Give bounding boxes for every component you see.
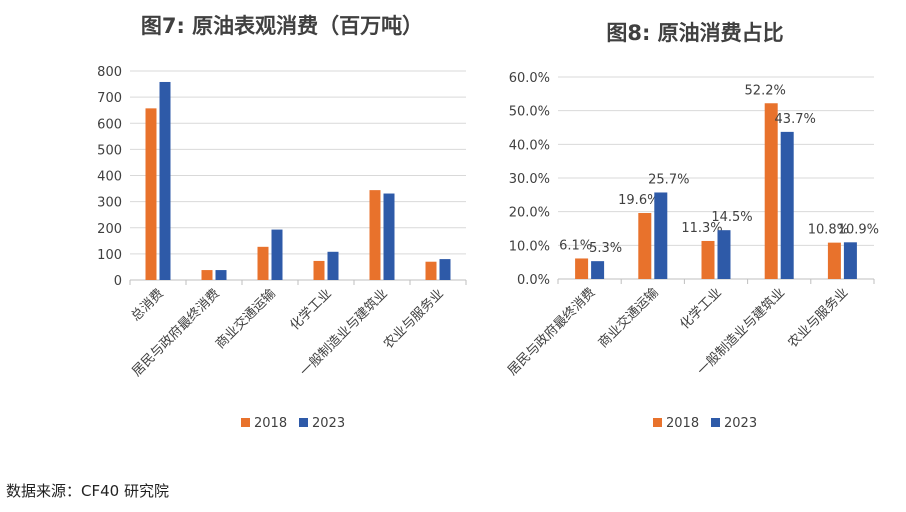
data-label-2023-2: 14.5% bbox=[711, 210, 752, 225]
legend-swatch-2018 bbox=[653, 418, 662, 427]
chart-title: 图8: 原油消费占比 bbox=[606, 21, 783, 45]
y-tick-label: 30.0% bbox=[509, 172, 550, 187]
y-tick-label: 40.0% bbox=[509, 138, 550, 153]
bar-2023-1 bbox=[654, 192, 668, 279]
bar-2023-3 bbox=[780, 131, 794, 279]
y-tick-label: 10.0% bbox=[509, 239, 550, 254]
x-tick-label: 化学工业 bbox=[677, 285, 725, 333]
y-tick-label: 50.0% bbox=[509, 105, 550, 120]
y-tick-label: 20.0% bbox=[509, 206, 550, 221]
bar-2018-1 bbox=[638, 213, 652, 279]
chart-apparent-consumption: 图7: 原油表观消费（百万吨） 0 100 200 300 400 500 600 700 800… bbox=[97, 14, 467, 431]
bar-2023-4 bbox=[383, 193, 395, 280]
bar-2018-0 bbox=[575, 258, 589, 279]
bar-2018-4 bbox=[827, 242, 841, 279]
data-label-2018-4: 10.8% bbox=[808, 223, 849, 238]
x-tick-label: 总消费 bbox=[129, 286, 167, 324]
data-label-2023-4: 10.9% bbox=[838, 222, 879, 237]
y-tick-label: 600 bbox=[97, 117, 122, 132]
data-label-2023-3: 43.7% bbox=[775, 112, 816, 127]
x-tick-label: 农业与服务业 bbox=[380, 286, 446, 352]
legend-label-2018: 2018 bbox=[666, 416, 699, 431]
bar-2018-5 bbox=[425, 261, 437, 280]
x-tick-label: 商业交通运输 bbox=[212, 286, 278, 352]
legend-swatch-2023 bbox=[299, 418, 308, 427]
legend-swatch-2023 bbox=[711, 418, 720, 427]
x-tick-label: 居民与政府最终消费 bbox=[504, 285, 598, 379]
y-tick-label: 100 bbox=[97, 248, 122, 263]
y-tick-label: 0 bbox=[114, 274, 122, 289]
data-label-2023-1: 25.7% bbox=[648, 172, 689, 187]
source-note: 数据来源：CF40 研究院 bbox=[6, 482, 169, 500]
bar-2018-1 bbox=[201, 270, 213, 280]
y-tick-label: 800 bbox=[97, 65, 122, 80]
legend-label-2023: 2023 bbox=[312, 416, 345, 431]
x-tick-label: 农业与服务业 bbox=[785, 285, 851, 351]
y-tick-label: 700 bbox=[97, 91, 122, 106]
bar-2018-4 bbox=[369, 190, 381, 280]
bar-2023-2 bbox=[717, 230, 731, 279]
bar-2018-2 bbox=[257, 246, 269, 280]
data-label-2018-1: 19.6% bbox=[618, 193, 659, 208]
bar-2023-2 bbox=[271, 229, 283, 280]
y-tick-label: 500 bbox=[97, 143, 122, 158]
legend-label-2018: 2018 bbox=[254, 416, 287, 431]
bar-2018-3 bbox=[764, 103, 778, 279]
bar-2023-0 bbox=[159, 81, 171, 280]
x-tick-label: 商业交通运输 bbox=[595, 285, 661, 351]
bar-2023-5 bbox=[439, 259, 451, 280]
bar-2018-0 bbox=[145, 108, 157, 280]
data-label-2018-2: 11.3% bbox=[681, 221, 722, 236]
y-tick-label: 400 bbox=[97, 170, 122, 185]
x-tick-label: 化学工业 bbox=[287, 286, 335, 334]
y-tick-label: 300 bbox=[97, 196, 122, 211]
data-label-2018-0: 6.1% bbox=[559, 238, 592, 253]
chart-title: 图7: 原油表观消费（百万吨） bbox=[141, 14, 423, 38]
chart-consumption-share: 图8: 原油消费占比 0.0% 10.0% 20.0% 30.0% 40.0% 50.0% 6… bbox=[504, 21, 879, 431]
data-label-2018-3: 52.2% bbox=[745, 83, 786, 98]
bar-2023-4 bbox=[843, 242, 857, 279]
legend-label-2023: 2023 bbox=[724, 416, 757, 431]
bar-2018-2 bbox=[701, 240, 715, 279]
data-label-2023-0: 5.3% bbox=[589, 241, 622, 256]
bar-2023-3 bbox=[327, 251, 339, 280]
bar-2023-1 bbox=[215, 270, 227, 280]
bar-2018-3 bbox=[313, 260, 325, 280]
y-tick-label: 200 bbox=[97, 222, 122, 237]
y-tick-label: 60.0% bbox=[509, 71, 550, 86]
bar-2023-0 bbox=[591, 261, 605, 279]
y-tick-label: 0.0% bbox=[517, 273, 550, 288]
legend-swatch-2018 bbox=[241, 418, 250, 427]
